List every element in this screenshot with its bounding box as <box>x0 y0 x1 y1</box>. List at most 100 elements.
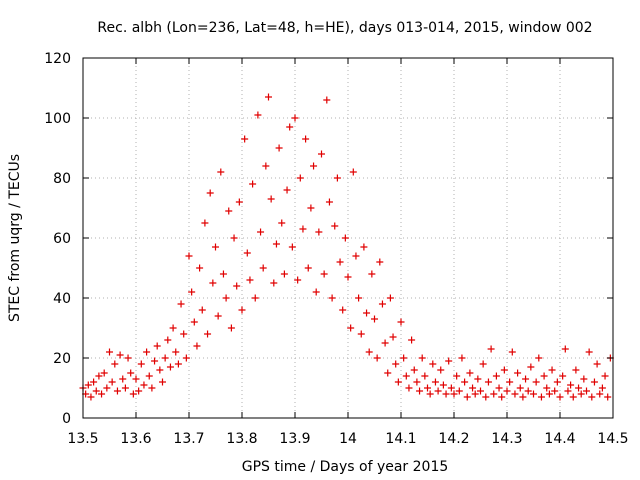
data-point <box>477 387 484 395</box>
data-point <box>219 270 227 278</box>
data-point <box>394 378 402 386</box>
data-point <box>310 162 318 170</box>
data-point <box>206 189 214 197</box>
data-point <box>180 330 188 338</box>
data-point <box>458 354 466 362</box>
data-point <box>585 348 593 356</box>
data-point <box>556 393 564 401</box>
data-point <box>185 252 193 260</box>
data-point <box>217 168 225 176</box>
data-point <box>249 180 257 188</box>
data-point <box>177 300 185 308</box>
data-point <box>196 264 204 272</box>
data-point <box>312 288 320 296</box>
data-point <box>545 390 553 398</box>
data-point <box>363 309 371 317</box>
data-point <box>389 333 397 341</box>
data-point <box>519 393 527 401</box>
data-point <box>590 378 598 386</box>
data-point <box>198 306 206 314</box>
data-point <box>471 390 479 398</box>
data-point <box>190 318 198 326</box>
data-point <box>294 276 302 284</box>
data-point <box>429 360 437 368</box>
data-point <box>103 384 111 392</box>
data-point <box>241 135 249 143</box>
data-point <box>365 348 373 356</box>
data-point <box>233 282 241 290</box>
data-point <box>413 378 421 386</box>
data-point <box>508 348 516 356</box>
x-tick-labels: 13.5 13.6 13.7 13.8 13.9 14 14.1 14.2 14.3 14.4 14… <box>67 431 628 447</box>
data-point <box>439 381 447 389</box>
data-point <box>355 294 363 302</box>
data-point <box>596 390 604 398</box>
data-point <box>397 318 405 326</box>
data-point <box>172 348 180 356</box>
data-point <box>251 294 259 302</box>
data-point <box>384 369 392 377</box>
data-point <box>500 366 508 374</box>
data-point <box>98 390 106 398</box>
data-point <box>259 264 267 272</box>
data-point <box>201 219 209 227</box>
data-point <box>416 387 424 395</box>
data-point <box>487 345 495 353</box>
data-point <box>524 387 532 395</box>
y-tick-label: 0 <box>62 411 71 427</box>
data-point <box>511 390 519 398</box>
data-point <box>100 369 108 377</box>
data-point <box>140 381 148 389</box>
data-point <box>299 225 307 233</box>
data-point <box>450 390 458 398</box>
data-point <box>434 387 442 395</box>
data-point <box>341 234 349 242</box>
data-point <box>87 393 95 401</box>
data-point <box>598 384 606 392</box>
data-point <box>166 363 174 371</box>
data-point <box>214 312 222 320</box>
data-point <box>106 348 113 356</box>
data-point <box>553 378 561 386</box>
data-point <box>371 315 378 323</box>
data-point <box>204 330 212 338</box>
chart-title: Rec. albh (Lon=236, Lat=48, h=HE), days … <box>97 20 592 36</box>
data-point <box>347 324 355 332</box>
data-point <box>188 288 196 296</box>
data-point <box>156 366 164 374</box>
data-point <box>193 342 201 350</box>
data-point <box>474 375 482 383</box>
data-point <box>135 387 143 395</box>
data-point <box>344 273 352 281</box>
data-point <box>307 204 315 212</box>
data-point <box>402 372 410 380</box>
y-tick-label: 80 <box>53 171 71 187</box>
data-point <box>262 162 270 170</box>
data-point <box>92 387 100 395</box>
x-tick-label: 14.4 <box>544 431 575 447</box>
data-point <box>119 375 127 383</box>
data-point <box>561 345 569 353</box>
y-tick-label: 120 <box>44 51 71 67</box>
data-point <box>212 243 219 251</box>
data-point <box>469 384 477 392</box>
data-point <box>551 387 559 395</box>
data-point <box>482 393 490 401</box>
data-point <box>535 354 543 362</box>
data-point <box>392 360 400 368</box>
data-point <box>453 372 461 380</box>
y-tick-label: 60 <box>53 231 71 247</box>
data-point <box>270 279 278 287</box>
data-point <box>495 384 503 392</box>
data-point <box>90 378 98 386</box>
x-tick-label: 14.5 <box>597 431 628 447</box>
data-point <box>378 300 386 308</box>
data-point <box>593 360 601 368</box>
data-point <box>352 252 360 260</box>
data-point <box>235 198 243 206</box>
data-point <box>569 393 577 401</box>
data-point <box>577 390 585 398</box>
y-axis-label: STEC from uqrg / TECUs <box>7 154 23 322</box>
y-tick-label: 20 <box>53 351 71 367</box>
